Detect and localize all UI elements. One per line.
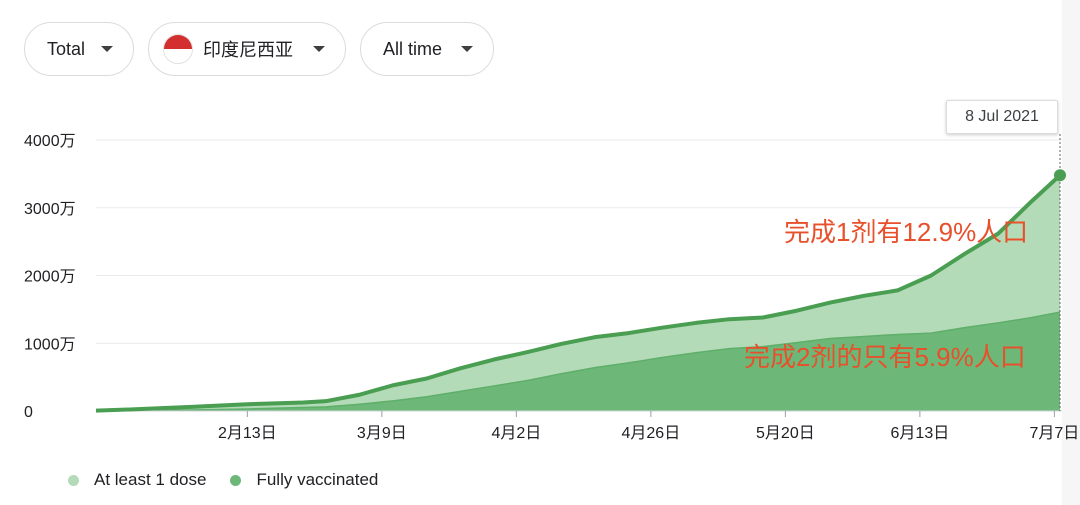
- annotation-fully-vaccinated: 完成2剂的只有5.9%人口: [744, 342, 1026, 372]
- x-tick-label: 5月20日: [756, 425, 815, 442]
- tooltip-date: 8 Jul 2021: [965, 108, 1039, 125]
- caret-down-icon: [101, 46, 113, 52]
- y-tick-label: 3000万: [24, 201, 76, 218]
- x-tick-label: 2月13日: [218, 425, 277, 442]
- chart-legend: At least 1 dose Fully vaccinated: [68, 470, 402, 490]
- x-tick-label: 3月9日: [357, 425, 407, 442]
- y-tick-label: 2000万: [24, 269, 76, 286]
- y-tick-label: 0: [24, 404, 33, 421]
- legend-item-at-least-one[interactable]: At least 1 dose: [68, 470, 206, 490]
- annotation-one-dose: 完成1剂有12.9%人口: [784, 217, 1029, 247]
- metric-dropdown[interactable]: Total: [24, 22, 134, 76]
- legend-dot-light: [68, 474, 79, 486]
- line-fully-vaccinated: [95, 311, 1061, 412]
- x-tick-label: 6月13日: [891, 425, 950, 442]
- legend-label-at-least-one: At least 1 dose: [94, 470, 207, 489]
- y-tick-label: 1000万: [24, 336, 76, 353]
- metric-dropdown-label: Total: [47, 38, 86, 59]
- legend-label-fully: Fully vaccinated: [256, 470, 379, 489]
- caret-down-icon: [313, 46, 325, 52]
- indonesia-flag-icon: [163, 34, 193, 64]
- x-tick-label: 4月26日: [622, 425, 681, 442]
- time-range-dropdown[interactable]: All time: [360, 22, 494, 76]
- legend-dot-dark: [230, 474, 242, 486]
- country-dropdown[interactable]: 印度尼西亚: [148, 22, 346, 76]
- scrollbar-strip: [1062, 0, 1080, 505]
- end-point-marker: [1054, 169, 1066, 182]
- time-range-dropdown-label: All time: [383, 38, 443, 59]
- caret-down-icon: [461, 46, 473, 52]
- line-at-least-one: [95, 173, 1062, 413]
- x-tick-label: 4月2日: [491, 425, 541, 442]
- legend-item-fully[interactable]: Fully vaccinated: [230, 470, 378, 490]
- country-dropdown-label: 印度尼西亚: [203, 40, 293, 60]
- y-tick-label: 4000万: [24, 133, 76, 150]
- hover-tooltip: 8 Jul 2021: [946, 100, 1058, 134]
- x-tick-label: 7月7日: [1029, 425, 1079, 442]
- area-fully-vaccinated: [96, 312, 1060, 411]
